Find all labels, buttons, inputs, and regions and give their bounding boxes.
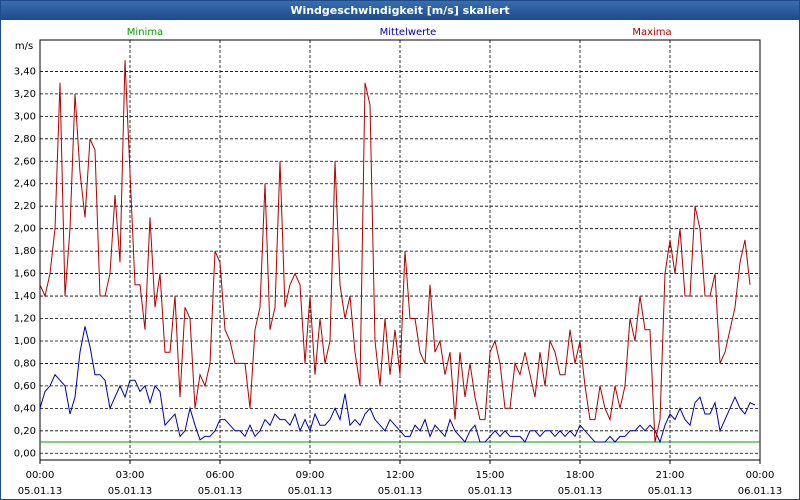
y-unit: m/s bbox=[15, 41, 33, 52]
series-line bbox=[39, 60, 751, 443]
y-tick-label: 3,00 bbox=[14, 111, 36, 122]
y-tick-label: 3,20 bbox=[14, 89, 36, 100]
x-tick-label: 05.01.13 bbox=[378, 486, 423, 497]
x-tick-label: 05.01.13 bbox=[288, 486, 333, 497]
y-tick-label: 0,60 bbox=[14, 381, 36, 392]
x-tick-label: 06.01.13 bbox=[738, 486, 783, 497]
x-tick-label: 05.01.13 bbox=[648, 486, 693, 497]
y-tick-label: 1,40 bbox=[14, 291, 36, 302]
x-tick-label: 06:00 bbox=[206, 470, 235, 481]
x-tick-label: 05.01.13 bbox=[198, 486, 243, 497]
x-tick-label: 00:00 bbox=[26, 470, 55, 481]
x-tick-label: 12:00 bbox=[386, 470, 415, 481]
title-bar bbox=[0, 0, 800, 20]
x-tick-label: 21:00 bbox=[656, 470, 685, 481]
x-tick-label: 05.01.13 bbox=[108, 486, 153, 497]
legend-label: Minima bbox=[127, 27, 163, 38]
x-tick-label: 03:00 bbox=[116, 470, 145, 481]
y-tick-label: 3,40 bbox=[14, 66, 36, 77]
x-tick-label: 09:00 bbox=[296, 470, 325, 481]
x-tick-label: 15:00 bbox=[476, 470, 505, 481]
legend-label: Mittelwerte bbox=[380, 27, 437, 38]
y-tick-label: 1,20 bbox=[14, 314, 36, 325]
y-tick-label: 2,80 bbox=[14, 134, 36, 145]
y-tick-label: 1,80 bbox=[14, 246, 36, 257]
y-tick-label: 2,60 bbox=[14, 156, 36, 167]
x-tick-label: 05.01.13 bbox=[558, 486, 603, 497]
y-tick-label: 2,40 bbox=[14, 179, 36, 190]
y-tick-label: 2,00 bbox=[14, 224, 36, 235]
y-tick-label: 1,60 bbox=[14, 269, 36, 280]
y-tick-label: 0,20 bbox=[14, 426, 36, 437]
x-tick-label: 05.01.13 bbox=[18, 486, 63, 497]
window-title: Windgeschwindigkeit [m/s] skaliert bbox=[290, 4, 509, 17]
y-tick-label: 0,40 bbox=[14, 403, 36, 414]
y-tick-label: 0,80 bbox=[14, 358, 36, 369]
x-tick-label: 05.01.13 bbox=[468, 486, 513, 497]
legend-label: Maxima bbox=[632, 27, 671, 38]
x-tick-label: 00:00 bbox=[746, 470, 775, 481]
x-tick-label: 18:00 bbox=[566, 470, 595, 481]
series-line bbox=[39, 326, 756, 444]
y-tick-label: 2,20 bbox=[14, 201, 36, 212]
y-tick-label: 1,00 bbox=[14, 336, 36, 347]
y-tick-label: 0,00 bbox=[14, 448, 36, 459]
